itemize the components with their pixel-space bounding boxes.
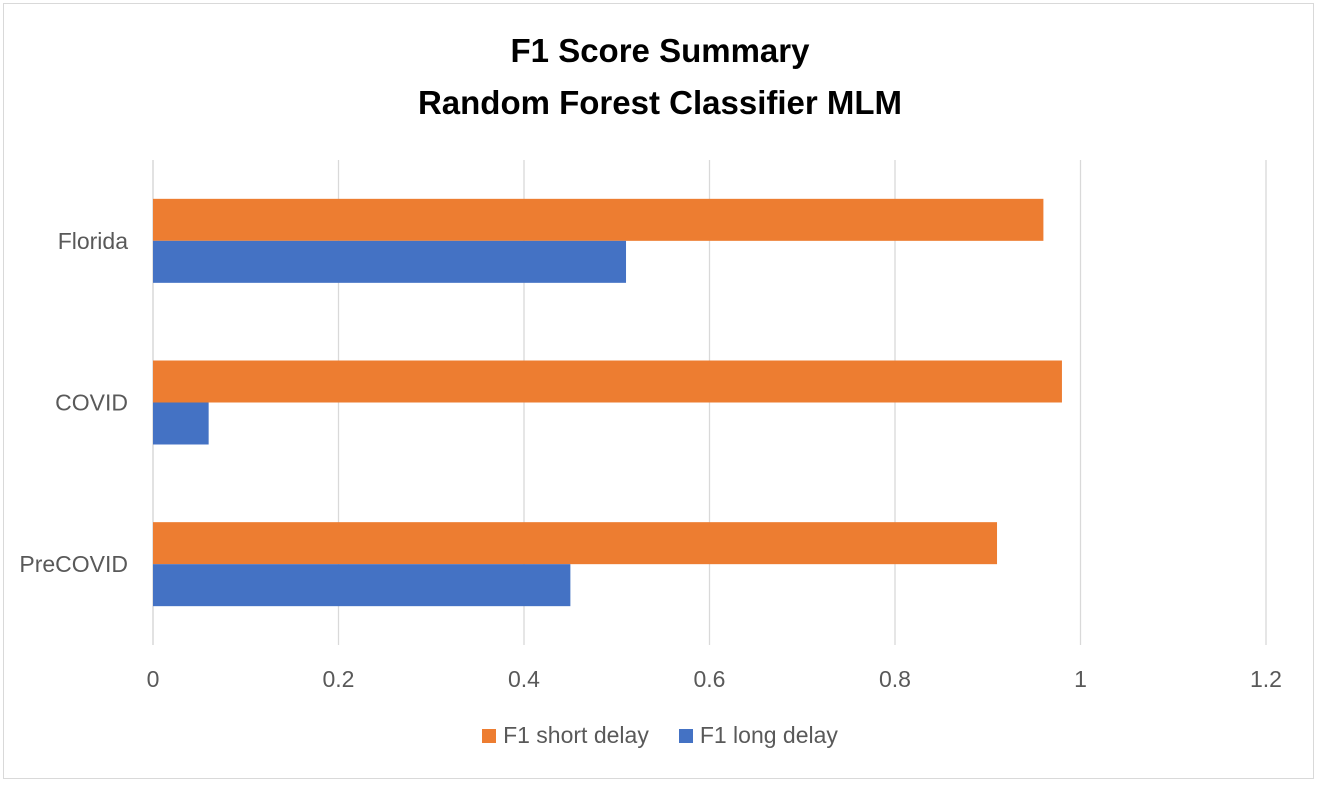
- chart-title-line-2: Random Forest Classifier MLM: [417, 84, 903, 121]
- legend-swatch-short-delay: [482, 728, 497, 743]
- bar-covid-short-delay: [153, 360, 1062, 403]
- legend-label-short-delay: F1 short delay: [503, 722, 649, 748]
- x-tick-label: 1: [1074, 666, 1087, 692]
- legend-item-long-delay: F1 long delay: [678, 722, 838, 749]
- bar-precovid-short-delay: [153, 522, 998, 565]
- chart-title-line-1: F1 Score Summary: [510, 32, 810, 69]
- x-tick-label: 0.2: [323, 666, 355, 692]
- category-label-covid: COVID: [55, 390, 128, 416]
- x-tick-label: 0.6: [694, 666, 726, 692]
- bar-precovid-long-delay: [153, 564, 571, 607]
- x-tick-label: 0.8: [879, 666, 911, 692]
- bar-covid-long-delay: [153, 402, 209, 445]
- legend-swatch-long-delay: [678, 728, 693, 743]
- x-tick-label: 0: [147, 666, 160, 692]
- legend: F1 short delay F1 long delay: [0, 722, 1320, 749]
- bar-florida-short-delay: [153, 198, 1044, 241]
- bar-florida-long-delay: [153, 240, 627, 283]
- bars: [153, 198, 1062, 607]
- legend-label-long-delay: F1 long delay: [699, 722, 838, 748]
- category-label-florida: Florida: [58, 228, 129, 254]
- x-tick-label: 0.4: [508, 666, 540, 692]
- tick-labels: 0 0.2 0.4 0.6 0.8 1 1.2: [147, 666, 1282, 692]
- legend-item-short-delay: F1 short delay: [482, 722, 649, 749]
- x-tick-label: 1.2: [1250, 666, 1282, 692]
- category-labels: Florida COVID PreCOVID: [19, 228, 128, 577]
- category-label-precovid: PreCOVID: [19, 551, 128, 577]
